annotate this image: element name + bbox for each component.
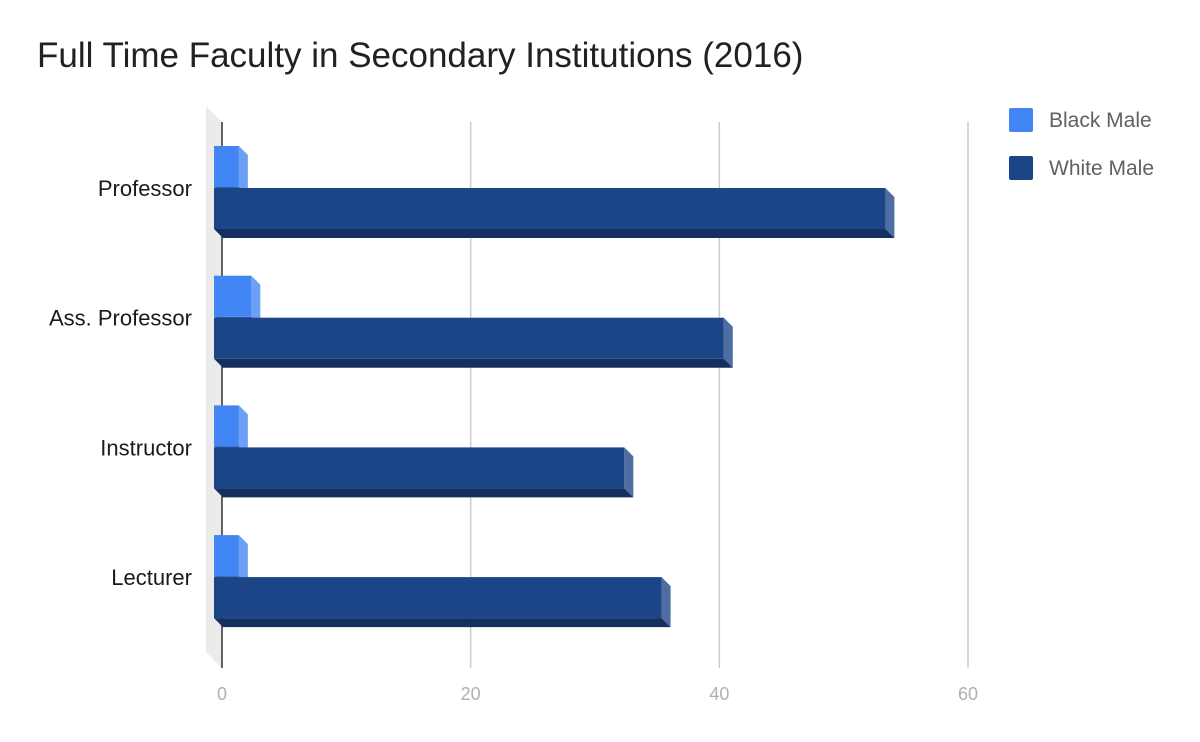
legend-label: White Male — [1049, 157, 1154, 180]
plot-wall — [206, 106, 222, 668]
bar — [214, 275, 261, 326]
x-tick-label: 40 — [709, 684, 729, 704]
legend-swatch — [1009, 108, 1033, 132]
x-tick-label: 60 — [958, 684, 978, 704]
bar-side — [238, 535, 248, 586]
category-label: Instructor — [100, 435, 192, 460]
category-label: Ass. Professor — [49, 306, 192, 331]
bar-side — [624, 447, 634, 498]
x-tick-label: 0 — [217, 684, 227, 704]
bar-side — [238, 405, 248, 456]
bar-front — [214, 447, 625, 489]
bar-front — [214, 405, 239, 447]
bar-side — [238, 146, 248, 196]
chart-title: Full Time Faculty in Secondary Instituti… — [37, 36, 804, 75]
category-label: Lecturer — [111, 565, 192, 590]
bar-bottom — [214, 229, 895, 238]
bar — [214, 317, 733, 368]
bar — [214, 188, 895, 238]
bar-side — [885, 188, 895, 238]
legend-label: Black Male — [1049, 109, 1152, 132]
category-label: Professor — [98, 176, 192, 201]
bar-front — [214, 275, 252, 317]
bar-front — [214, 146, 239, 187]
bar-front — [214, 188, 886, 229]
legend-swatch — [1009, 156, 1033, 180]
bar — [214, 447, 634, 498]
bar-front — [214, 535, 239, 577]
x-tick-label: 20 — [461, 684, 481, 704]
bar-bottom — [214, 618, 671, 628]
bar — [214, 577, 671, 628]
bar-front — [214, 317, 724, 359]
bar-side — [251, 275, 261, 326]
bar-side — [661, 577, 671, 628]
bar-bottom — [214, 358, 733, 368]
bar-front — [214, 577, 662, 619]
bar-bottom — [214, 488, 634, 498]
bar-side — [723, 317, 733, 368]
